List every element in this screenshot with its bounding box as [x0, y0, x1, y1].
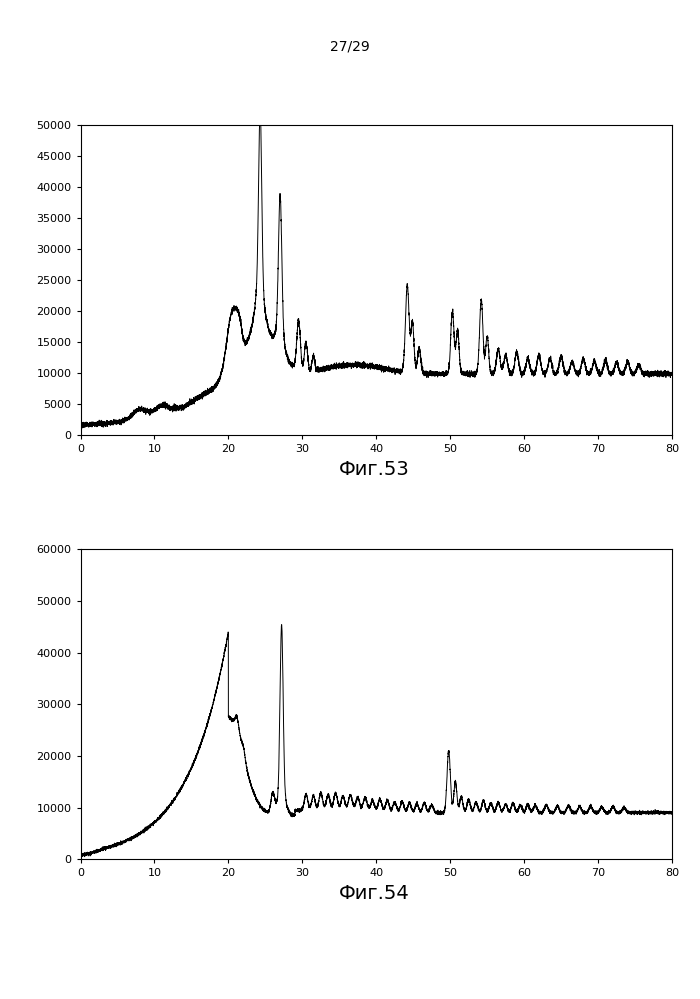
Text: 27/29: 27/29 — [330, 40, 370, 54]
Text: Фиг.53: Фиг.53 — [339, 460, 410, 479]
Text: Фиг.54: Фиг.54 — [339, 884, 410, 903]
